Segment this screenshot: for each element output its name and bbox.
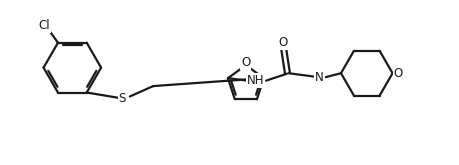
Text: N: N <box>314 71 323 84</box>
Text: O: O <box>241 56 250 69</box>
Text: O: O <box>278 36 287 49</box>
Text: NH: NH <box>246 74 263 87</box>
Text: O: O <box>393 67 402 80</box>
Text: S: S <box>118 92 126 105</box>
Text: Cl: Cl <box>38 19 50 32</box>
